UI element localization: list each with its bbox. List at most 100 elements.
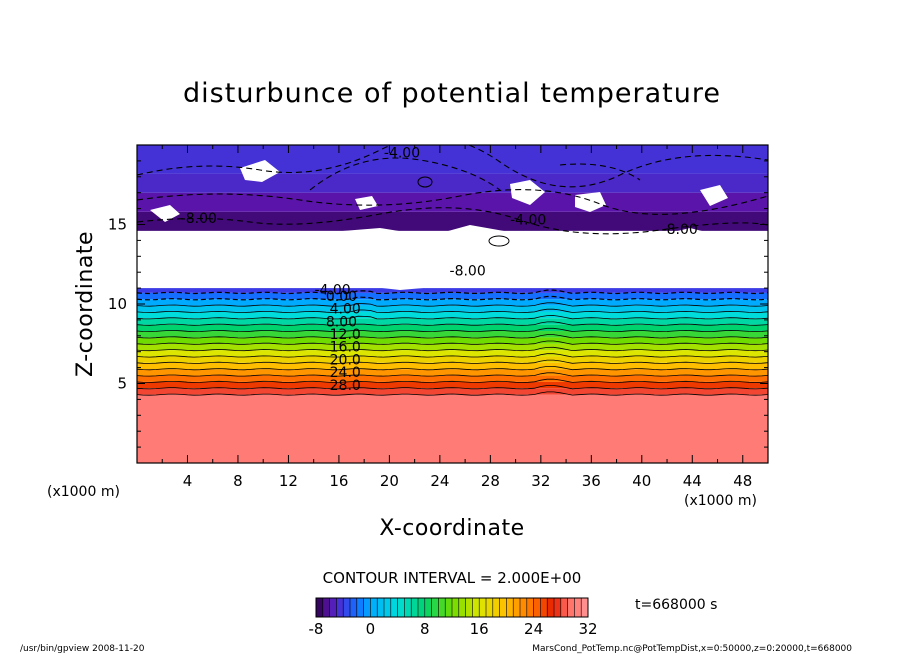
dashed-contour-3 bbox=[309, 157, 501, 191]
colorbar-segment bbox=[431, 598, 439, 617]
band-13 bbox=[137, 311, 768, 319]
contour-label: -4.00 bbox=[314, 282, 350, 298]
colorbar: -8 0 8 16 24 32 bbox=[309, 597, 598, 638]
contour-line bbox=[137, 346, 768, 352]
band-17 bbox=[137, 288, 768, 293]
colorbar-segment bbox=[404, 598, 412, 617]
colorbar-segment bbox=[492, 598, 501, 617]
footer-right: MarsCond_PotTemp.nc@PotTempDist,x=0:5000… bbox=[532, 644, 852, 654]
band-15 bbox=[137, 299, 768, 306]
colorbar-segment bbox=[377, 598, 385, 617]
contour-label: 4.00 bbox=[330, 302, 361, 318]
colorbar-tick-label: -8 bbox=[309, 620, 324, 638]
colorbar-segment bbox=[350, 598, 358, 617]
colorbar-segment bbox=[554, 598, 562, 617]
colorbar-segment bbox=[452, 598, 460, 617]
band-18 bbox=[137, 211, 768, 231]
x-tick-label: 32 bbox=[531, 472, 550, 490]
colorbar-segment bbox=[438, 598, 446, 617]
colorbar-segment bbox=[445, 598, 453, 617]
band-14 bbox=[137, 305, 768, 312]
band-4 bbox=[137, 369, 768, 376]
band-16 bbox=[137, 292, 768, 300]
colorbar-segment bbox=[390, 598, 399, 617]
contour-label: -8.00 bbox=[450, 263, 486, 279]
y-tick-label: 10 bbox=[108, 295, 127, 313]
colorbar-segment bbox=[424, 598, 433, 617]
x-tick-label: 48 bbox=[733, 472, 752, 490]
band-1 bbox=[137, 388, 768, 395]
colorbar-segment bbox=[581, 598, 589, 617]
colorbar-segment bbox=[486, 598, 494, 617]
contour-interval-text: CONTOUR INTERVAL = 2.000E+00 bbox=[323, 569, 582, 587]
y-tick-label: 15 bbox=[108, 216, 127, 234]
contour-line bbox=[137, 302, 768, 307]
contour-line bbox=[137, 315, 768, 320]
colorbar-segment bbox=[540, 598, 548, 617]
x-tick-label: 20 bbox=[380, 472, 399, 490]
contour-line bbox=[137, 295, 768, 301]
contour-line bbox=[137, 359, 768, 364]
band-5 bbox=[137, 362, 768, 370]
colorbar-segment bbox=[384, 598, 392, 617]
blank-region-5 bbox=[355, 196, 378, 210]
contour-line bbox=[137, 372, 768, 377]
colorbar-segment bbox=[356, 598, 365, 617]
x-tick-label: 40 bbox=[632, 472, 651, 490]
colorbar-segment bbox=[574, 598, 582, 617]
blank-region-6 bbox=[700, 185, 728, 206]
colorbar-segment bbox=[526, 598, 535, 617]
contour-label: 0.00 bbox=[326, 289, 357, 305]
band-9 bbox=[137, 337, 768, 344]
blank-region-1 bbox=[240, 160, 280, 182]
time-label: t=668000 s bbox=[635, 597, 717, 613]
band-2 bbox=[137, 381, 768, 389]
contour-line bbox=[137, 378, 768, 383]
x-axis-title: X-coordinate bbox=[379, 516, 524, 541]
chart-title: disturbunce of potential temperature bbox=[183, 78, 721, 109]
contour-label: 8.00 bbox=[326, 314, 357, 330]
colorbar-segment bbox=[418, 598, 426, 617]
dashed-contour-1 bbox=[137, 189, 768, 215]
band-8 bbox=[137, 343, 768, 351]
band-7 bbox=[137, 350, 768, 357]
contour-ring bbox=[417, 176, 433, 188]
blank-region-3 bbox=[510, 180, 545, 205]
contour-line bbox=[137, 289, 768, 295]
colorbar-segment bbox=[343, 598, 351, 617]
contour-label: 28.0 bbox=[330, 378, 361, 394]
colorbar-segment bbox=[411, 598, 419, 617]
contour-field: -4.00-8.00 -4.00-8.00-8.00-4.000.004.008.… bbox=[137, 145, 768, 463]
colorbar-segment bbox=[506, 598, 514, 617]
band-10 bbox=[137, 331, 768, 338]
colorbar-segment bbox=[533, 598, 541, 617]
colorbar-tick-label: 32 bbox=[578, 620, 597, 638]
band-11 bbox=[137, 324, 768, 332]
colorbar-tick-label: 16 bbox=[470, 620, 489, 638]
colorbar-segment bbox=[329, 598, 337, 617]
colorbar-segment bbox=[499, 598, 507, 617]
x-tick-label: 36 bbox=[582, 472, 601, 490]
contour-label: 12.0 bbox=[330, 327, 361, 343]
contour-ring bbox=[488, 235, 510, 247]
blank-region-4 bbox=[575, 192, 606, 212]
band-3 bbox=[137, 375, 768, 382]
contour-label: 24.0 bbox=[330, 365, 361, 381]
x-axis-unit: (x1000 m) bbox=[684, 493, 757, 509]
contour-label: -8.00 bbox=[181, 211, 217, 227]
contour-label: 20.0 bbox=[330, 352, 361, 368]
band-6 bbox=[137, 356, 768, 363]
band-19 bbox=[137, 192, 768, 212]
colorbar-segment bbox=[560, 598, 569, 617]
colorbar-tick-label: 8 bbox=[420, 620, 430, 638]
contour-line bbox=[137, 308, 768, 313]
colorbar-segment bbox=[513, 598, 521, 617]
colorbar-segment bbox=[363, 598, 371, 617]
contour-label: -4.00 bbox=[510, 213, 546, 229]
dashed-contour-0 bbox=[137, 145, 768, 188]
contour-line bbox=[137, 366, 768, 371]
contour-label: -8.00 bbox=[662, 222, 698, 238]
contour-line bbox=[137, 340, 768, 345]
colorbar-frame bbox=[315, 597, 589, 618]
